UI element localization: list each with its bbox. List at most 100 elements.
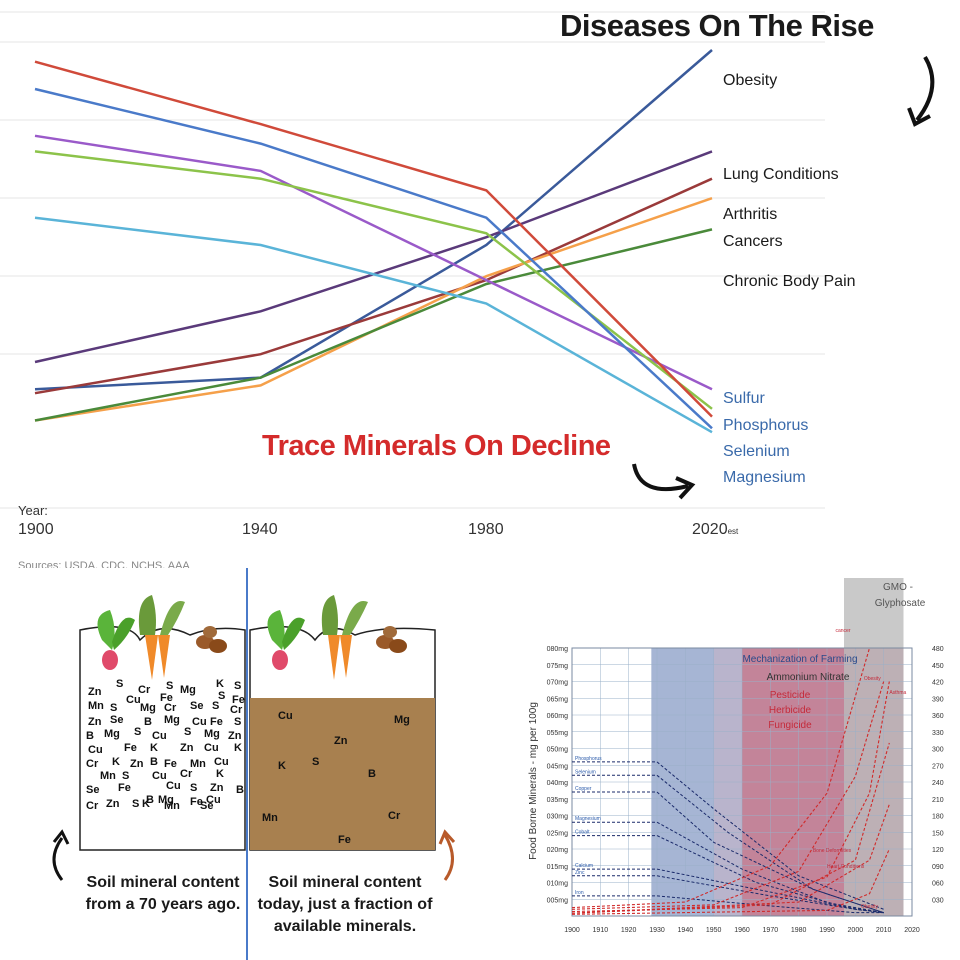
old-soil-mineral: Mg [104, 728, 120, 740]
old-soil-mineral: Mg [204, 728, 220, 740]
old-soil-mineral: Cr [86, 758, 99, 770]
old-soil-mineral: S [218, 690, 226, 702]
potatoes-left-icon [196, 626, 227, 653]
x-tick-2020: 2020est [692, 521, 738, 539]
br-y-tick-left: 080mg [547, 646, 569, 653]
series-line-chronic-body-pain [34, 228, 713, 422]
br-band-label: Pesticide [770, 690, 811, 701]
radish-left-icon [97, 610, 135, 670]
br-y-tick-left: 050mg [547, 747, 569, 754]
br-y-tick-right: 030 [932, 897, 944, 904]
br-band-label-glyphosate: Glyphosate [875, 598, 926, 609]
br-x-tick: 1930 [649, 927, 665, 934]
series-line-phosphorus [34, 150, 713, 410]
new-soil-mineral: Cu [278, 710, 293, 722]
br-x-tick: 1910 [593, 927, 609, 934]
old-soil-mineral: S [116, 678, 124, 690]
band-gmo-glyphosate [844, 578, 904, 916]
old-soil-mineral: Mn [164, 800, 180, 812]
series-label-selenium: Selenium [723, 443, 790, 460]
soil-comparison: Zn S Cr S Mg K S Cu Fe S Fe Mn S Mg Cr Se S Cr Zn Se B Mg Cu Fe… [40, 580, 480, 955]
br-x-tick: 1900 [564, 927, 580, 934]
new-soil-mineral: Zn [334, 735, 348, 747]
br-disease-line [571, 647, 871, 909]
old-soil-mineral: B [146, 794, 154, 806]
old-soil-mineral: S [132, 798, 140, 810]
chart-title: Diseases On The Rise [560, 8, 874, 43]
br-x-tick: 1960 [734, 927, 750, 934]
br-x-tick: 1950 [706, 927, 722, 934]
old-soil-mineral: B [150, 756, 158, 768]
br-mineral-label: Zinc [575, 870, 585, 876]
br-disease-label: Asthma [889, 690, 906, 696]
br-band-label: Herbicide [769, 705, 812, 716]
old-soil-mineral: Cu [206, 794, 221, 806]
new-soil-mineral: S [312, 756, 320, 768]
new-soil-mineral: Mn [262, 812, 278, 824]
potatoes-right-icon [376, 626, 407, 653]
br-frame [571, 647, 913, 917]
br-y-tick-right: 060 [932, 881, 944, 888]
old-soil-mineral: K [234, 742, 242, 754]
old-soil-mineral: Mn [190, 758, 206, 770]
br-mineral-label: Selenium [575, 769, 596, 775]
br-y-tick-left: 035mg [547, 797, 569, 804]
br-mineral-label: Iron [575, 890, 584, 896]
br-y-tick-left: 060mg [547, 713, 569, 720]
carrots-left-icon [138, 595, 185, 680]
br-disease-label: Heart Conditions [827, 864, 865, 870]
br-x-tick: 2000 [848, 927, 864, 934]
br-disease-label: cancer [836, 628, 851, 634]
br-mineral-label: Phosphorus [575, 756, 602, 762]
old-soil-mineral: Se [86, 784, 100, 796]
br-band-label: Fungicide [768, 720, 812, 731]
br-x-tick: 2010 [876, 927, 892, 934]
new-soil-mineral: Mg [394, 714, 410, 726]
old-soil-mineral: Cr [86, 800, 99, 812]
old-soil-mineral: K [142, 798, 150, 810]
old-soil-mineral: S [190, 782, 198, 794]
old-soil-mineral: Cu [126, 694, 141, 706]
br-mineral-line [572, 821, 884, 914]
br-y-tick-right: 480 [932, 646, 944, 653]
old-soil-mineral: Zn [228, 730, 242, 742]
series-line-cancers [34, 197, 713, 422]
right-arrow-icon [443, 834, 454, 881]
old-soil-mineral: Mg [180, 684, 196, 696]
right-caption: Soil mineral content today, just a fract… [257, 874, 433, 935]
x-tick-1940: 1940 [242, 521, 278, 538]
old-soil-mineral: Mg [140, 702, 156, 714]
br-x-tick: 2020 [904, 927, 920, 934]
x-axis-label: Year: [18, 503, 48, 518]
new-soil-mineral: Cr [388, 810, 401, 822]
series-label-phosphorus: Phosphorus [723, 417, 809, 434]
series-label-lung-conditions: Lung Conditions [723, 166, 839, 183]
br-y-tick-left: 045mg [547, 763, 569, 770]
br-mineral-line [572, 835, 884, 914]
old-soil-mineral: K [150, 742, 158, 754]
series-line-sulfur [34, 134, 713, 391]
carrots-right-icon [321, 595, 368, 680]
new-soil-mineral: K [278, 760, 286, 772]
old-soil-mineral: Fe [190, 796, 203, 808]
old-soil-mineral: Zn [88, 686, 102, 698]
br-y-tick-right: 210 [932, 797, 944, 804]
old-soil-mineral: Fe [164, 758, 177, 770]
old-soil-mineral: Cr [230, 704, 243, 716]
old-soil-mineral: S [234, 680, 242, 692]
old-soil-mineral: Fe [118, 782, 131, 794]
old-soil-mineral: Cu [88, 744, 103, 756]
old-soil-mineral: B [86, 730, 94, 742]
curved-arrow-icon [907, 55, 935, 127]
br-band-label: Mechanization of Farming [742, 654, 857, 665]
br-y-tick-left: 020mg [547, 847, 569, 854]
x-tick-2020-suffix: est [727, 527, 739, 536]
br-disease-label: Obesity [864, 676, 881, 682]
old-soil-mineral: Zn [180, 742, 194, 754]
br-x-tick: 1980 [791, 927, 807, 934]
series-line-selenium [34, 216, 713, 434]
br-x-tick: 1990 [819, 927, 835, 934]
br-mineral-line [572, 761, 884, 910]
top-chart-svg [0, 11, 825, 509]
diseases-minerals-chart: Diseases On The Rise Trace Minerals On D… [0, 8, 935, 568]
